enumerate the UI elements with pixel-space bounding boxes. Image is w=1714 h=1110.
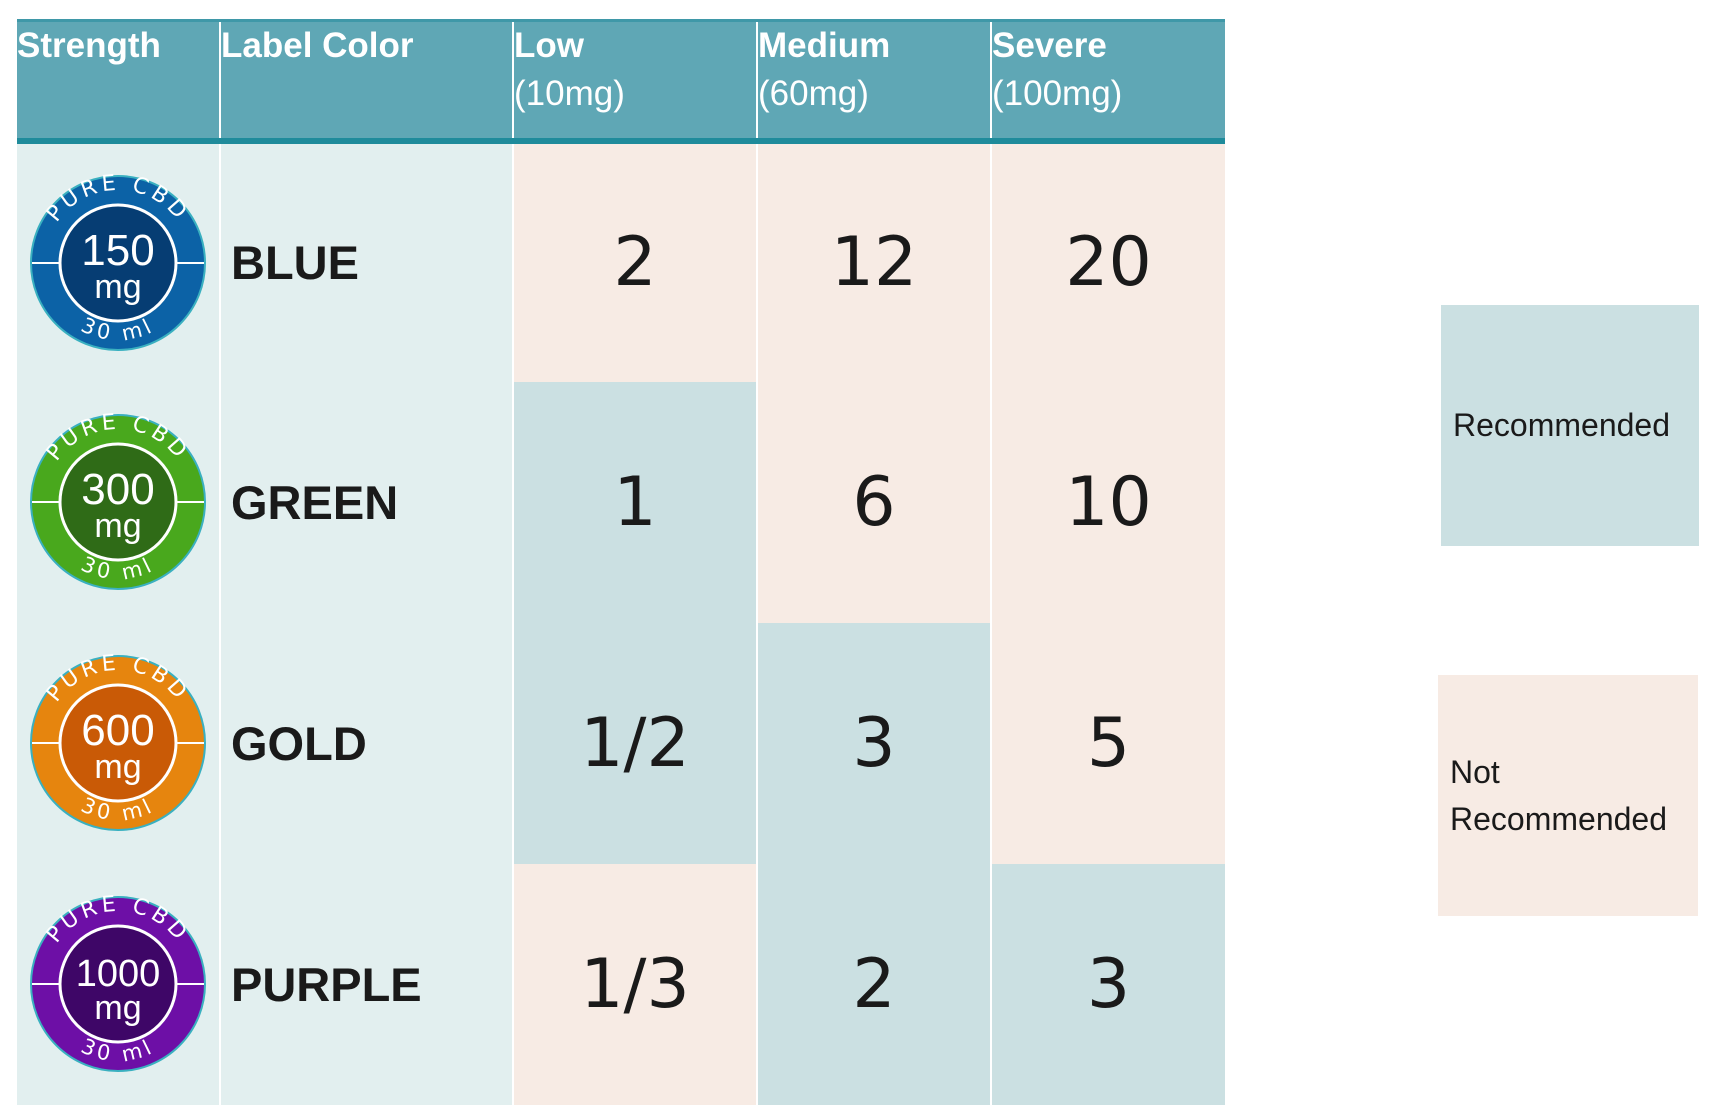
label-color-cell: BLUE <box>220 140 514 382</box>
badge-unit: mg <box>94 507 141 545</box>
dose-cell: 1/3 <box>513 863 758 1105</box>
header-strength: Strength <box>17 19 221 144</box>
header-label-color: Label Color <box>220 19 514 144</box>
dose-cell: 1/2 <box>513 622 758 864</box>
legend-recommended: Recommended <box>1441 305 1699 546</box>
strength-cell: PURE CBD 30 ml 1000 mg <box>17 863 221 1105</box>
badge-strength: 1000 <box>76 953 161 995</box>
table-row: PURE CBD 30 ml 1000 mg PURPLE 1/3 2 3 <box>17 863 1225 1105</box>
header-low: Low (10mg) <box>513 19 758 144</box>
legend-not-recommended-label: Not Recommended <box>1450 753 1667 837</box>
header-severe: Severe (100mg) <box>991 19 1225 144</box>
dose-cell: 3 <box>757 622 992 864</box>
header-medium: Medium (60mg) <box>757 19 992 144</box>
dose-cell: 6 <box>757 381 992 623</box>
label-color-cell: GREEN <box>220 381 514 623</box>
table-body: PURE CBD 30 ml 150 mg BLUE 2 12 20 PURE CBD 30 ml… <box>17 140 1225 1105</box>
strength-cell: PURE CBD 30 ml 300 mg <box>17 381 221 623</box>
dose-cell: 1 <box>513 381 758 623</box>
table-row: PURE CBD 30 ml 600 mg GOLD 1/2 3 5 <box>17 622 1225 864</box>
strength-cell: PURE CBD 30 ml 600 mg <box>17 622 221 864</box>
badge-unit: mg <box>94 268 141 306</box>
dose-cell: 10 <box>991 381 1225 623</box>
label-color-cell: GOLD <box>220 622 514 864</box>
dose-cell: 20 <box>991 140 1225 382</box>
dose-cell: 2 <box>757 863 992 1105</box>
legend-not-recommended: Not Recommended <box>1438 675 1698 916</box>
badge-strength: 150 <box>81 226 154 275</box>
dose-cell: 3 <box>991 863 1225 1105</box>
badge-strength: 300 <box>81 465 154 514</box>
dosage-table: Strength Label Color Low (10mg) Medium (60… <box>17 19 1225 1105</box>
table-row: PURE CBD 30 ml 150 mg BLUE 2 12 20 <box>17 140 1225 382</box>
badge-unit: mg <box>94 989 141 1027</box>
dose-cell: 12 <box>757 140 992 382</box>
strength-cell: PURE CBD 30 ml 150 mg <box>17 140 221 382</box>
badge-strength: 600 <box>81 706 154 755</box>
table-row: PURE CBD 30 ml 300 mg GREEN 1 6 10 <box>17 381 1225 623</box>
legend-recommended-label: Recommended <box>1453 407 1670 443</box>
label-color-cell: PURPLE <box>220 863 514 1105</box>
dose-cell: 2 <box>513 140 758 382</box>
dose-cell: 5 <box>991 622 1225 864</box>
badge-unit: mg <box>94 748 141 786</box>
header-row: Strength Label Color Low (10mg) Medium (60… <box>17 19 1225 144</box>
